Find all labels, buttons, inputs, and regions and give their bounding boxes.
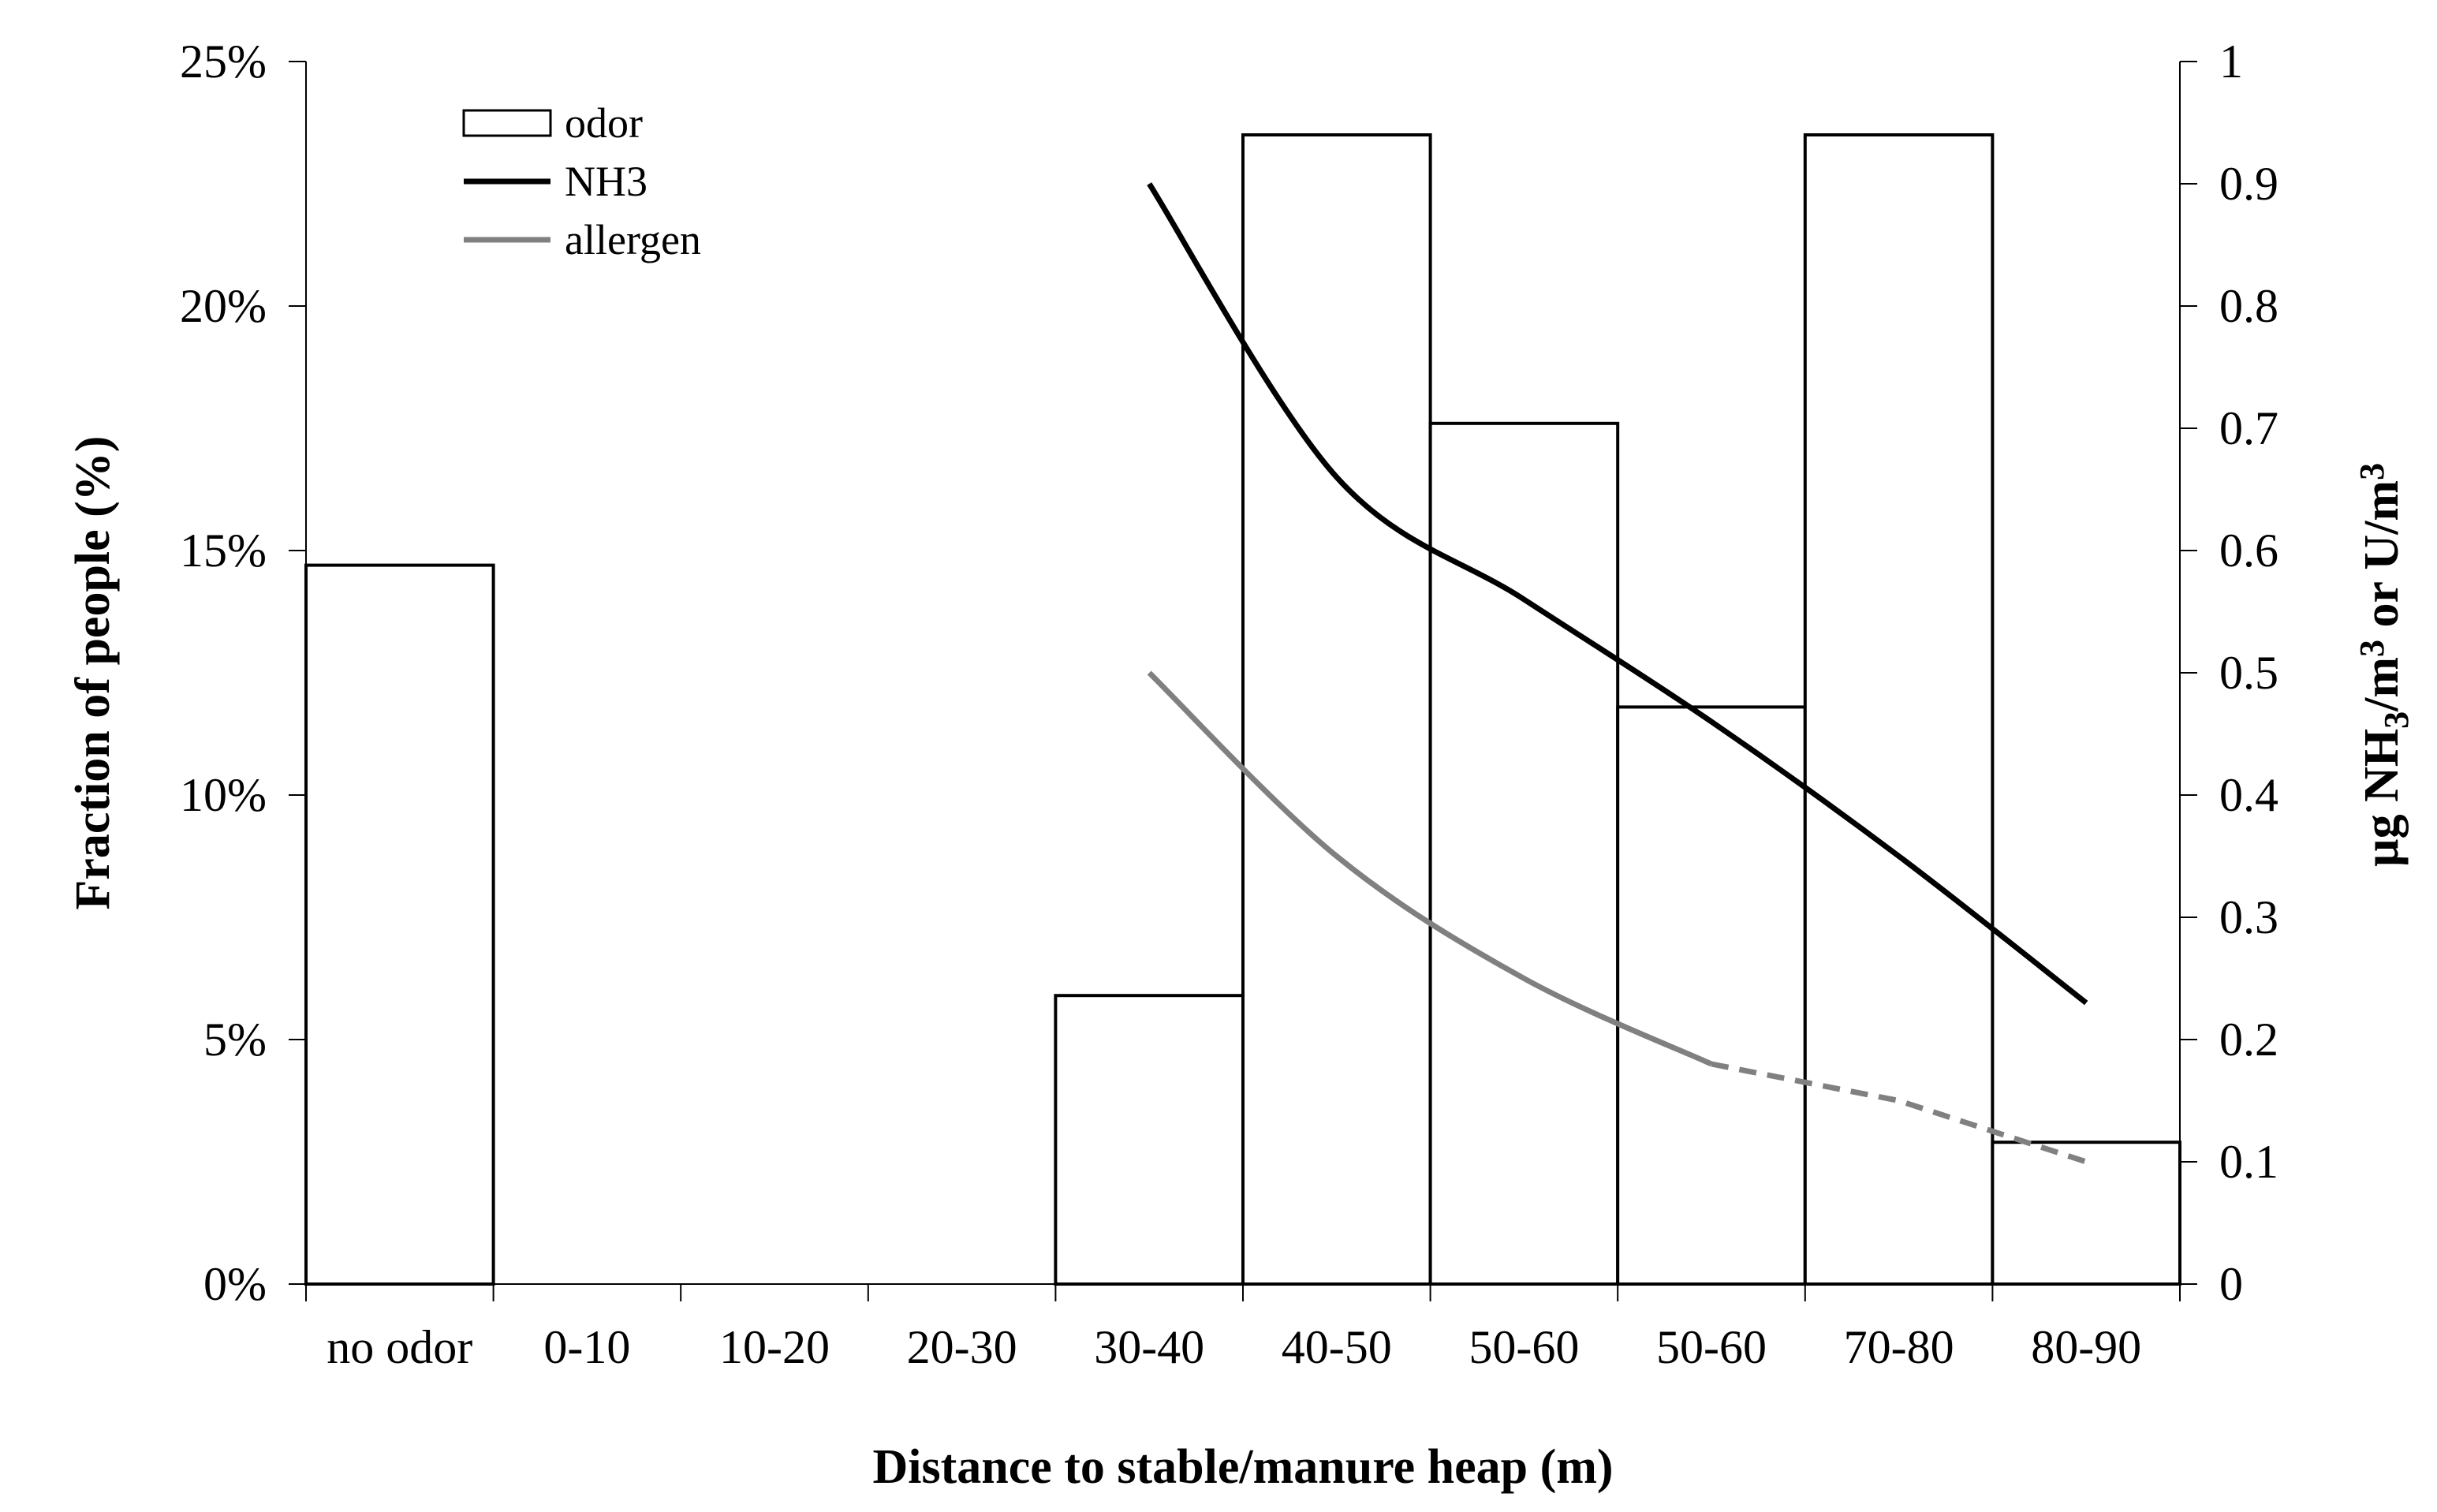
y-right-title-part: µg NH: [2355, 729, 2409, 867]
odor-bar-6: [1243, 135, 1431, 1284]
legend-label-nh3: NH3: [565, 158, 648, 205]
x-tick-label: 40-50: [1282, 1321, 1392, 1373]
odor-bar-5: [1055, 995, 1243, 1284]
y-right-tick-label: 0.6: [2219, 525, 2278, 577]
y-left-tick-label: 5%: [203, 1014, 267, 1066]
x-tick-label: 50-60: [1656, 1321, 1767, 1373]
odor-bar-7: [1431, 424, 1618, 1284]
y-left-tick-label: 15%: [180, 525, 267, 577]
x-tick-label: 80-90: [2031, 1321, 2141, 1373]
legend: odor NH3 allergen: [464, 99, 701, 263]
y-right-tick-label: 0.7: [2219, 402, 2278, 454]
y-right-tick-label: 0.2: [2219, 1014, 2278, 1066]
y-right-tick-label: 0.4: [2219, 769, 2278, 821]
y-right-tick-label: 0: [2219, 1258, 2243, 1310]
y-left-tick-label: 10%: [180, 769, 267, 821]
x-tick-label: 20-30: [907, 1321, 1017, 1373]
y-left-axis-title: Fraction of people (%): [66, 436, 120, 910]
x-tick-label: 30-40: [1094, 1321, 1204, 1373]
y-right-title-part: 3: [2353, 463, 2391, 480]
x-tick-label: no odor: [327, 1321, 472, 1373]
y-right-tick-label: 1: [2219, 35, 2243, 88]
x-tick-label: 10-20: [719, 1321, 830, 1373]
x-tick-label: 0-10: [543, 1321, 630, 1373]
y-right-axis-title: µg NH3/m3 or U/m3: [2353, 463, 2416, 867]
odor-bar-10: [1992, 1142, 2180, 1284]
odor-bars: [306, 135, 2180, 1284]
y-right-tick-label: 0.9: [2219, 158, 2278, 210]
y-right-tick-label: 0.8: [2219, 280, 2278, 332]
legend-label-odor: odor: [565, 99, 643, 147]
y-left-tick-label: 20%: [180, 280, 267, 332]
y-right-tick-label: 0.5: [2219, 647, 2278, 699]
y-right-title-part: 3: [2353, 640, 2391, 657]
y-left-tick-label: 25%: [180, 35, 267, 88]
y-right-title-part: /m: [2355, 657, 2409, 712]
y-right-title-part: or U/m: [2355, 480, 2409, 640]
legend-label-allergen: allergen: [565, 216, 701, 263]
x-tick-label: 70-80: [1844, 1321, 1954, 1373]
y-right-tick-label: 0.1: [2219, 1136, 2278, 1188]
odor-bar-1: [306, 566, 494, 1284]
legend-swatch-odor: [464, 110, 550, 136]
y-right-tick-label: 0.3: [2219, 891, 2278, 943]
x-tick-label: 50-60: [1469, 1321, 1579, 1373]
x-axis-title: Distance to stable/manure heap (m): [872, 1440, 1613, 1494]
y-right-title-part: 3: [2377, 711, 2416, 729]
y-left-tick-label: 0%: [203, 1258, 267, 1310]
odor-bar-9: [1805, 135, 1993, 1284]
odor-bar-8: [1618, 707, 1805, 1284]
